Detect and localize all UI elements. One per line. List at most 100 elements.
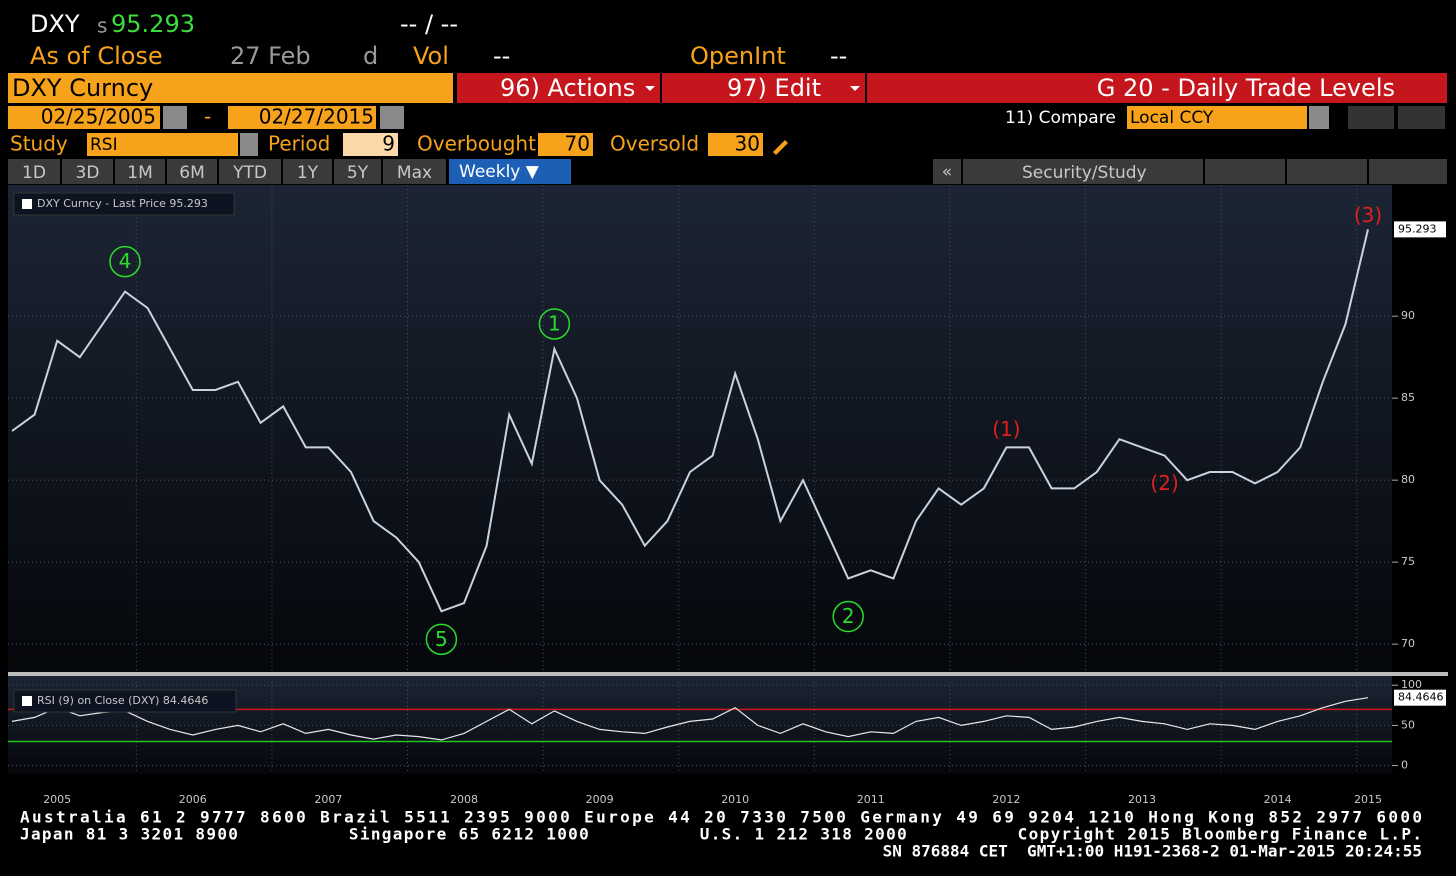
range-tab[interactable] bbox=[283, 159, 332, 184]
actions-button[interactable] bbox=[457, 73, 660, 103]
compare-box[interactable] bbox=[1127, 106, 1307, 129]
range-tab[interactable] bbox=[334, 159, 381, 184]
annotation: 1 bbox=[548, 311, 561, 335]
annotation: 5 bbox=[435, 627, 448, 651]
y-tick-label: 0 bbox=[1401, 759, 1408, 772]
calendar-icon[interactable] bbox=[380, 106, 404, 129]
legend-label: DXY Curncy - Last Price 95.293 bbox=[37, 197, 208, 210]
x-tick-label: 2006 bbox=[179, 793, 207, 806]
legend-swatch bbox=[22, 199, 32, 209]
edit: 97) Edit bbox=[727, 74, 821, 102]
redo-button[interactable] bbox=[1398, 106, 1445, 129]
compare-label: 11) Compare bbox=[1005, 108, 1116, 128]
last-value: 95.293 bbox=[1398, 222, 1437, 235]
settings-button[interactable] bbox=[1369, 159, 1447, 184]
dropdown-button[interactable] bbox=[240, 133, 258, 156]
date-sep: - bbox=[204, 105, 211, 129]
undo-button[interactable] bbox=[1348, 106, 1394, 129]
openint-label: OpenInt bbox=[690, 42, 786, 70]
study-box[interactable] bbox=[87, 133, 238, 156]
actions: 96) Actions bbox=[500, 74, 635, 102]
oversold-label: Oversold bbox=[610, 132, 699, 156]
price-prefix: s bbox=[97, 14, 107, 38]
ticker: DXY bbox=[30, 10, 80, 38]
legend-box bbox=[13, 192, 235, 216]
end-date: 02/27/2015 bbox=[259, 105, 374, 129]
vol: -- bbox=[493, 42, 510, 70]
security: DXY Curncy bbox=[12, 74, 153, 102]
range-label: YTD bbox=[232, 163, 267, 183]
charts: 70 75 80 85 90 95.293 DXY Curncy - Last Price … bbox=[8, 185, 1446, 806]
overbought-box[interactable] bbox=[538, 133, 593, 156]
price-line bbox=[11, 229, 1369, 613]
pencil-icon[interactable] bbox=[773, 140, 788, 155]
range-label: 5Y bbox=[347, 163, 369, 183]
last-value-tag bbox=[1394, 689, 1446, 706]
footer-line: Japan 81 3 3201 8900 Singapore 65 6212 1… bbox=[20, 825, 1422, 844]
range-tab[interactable] bbox=[8, 159, 60, 184]
oversold-box[interactable] bbox=[708, 133, 763, 156]
range-label: 1M bbox=[127, 163, 152, 183]
period-label: Period bbox=[268, 132, 330, 156]
range-tab[interactable] bbox=[219, 159, 281, 184]
annotation-circle bbox=[425, 623, 458, 656]
x-tick-label: 2015 bbox=[1354, 793, 1382, 806]
range-label: 1D bbox=[22, 163, 46, 183]
change: -- / -- bbox=[400, 10, 458, 38]
date: 27 Feb bbox=[230, 42, 311, 70]
weekly-tab[interactable] bbox=[449, 159, 571, 184]
range-tab[interactable] bbox=[383, 159, 446, 184]
active-range: Weekly ▼ bbox=[459, 162, 540, 182]
range-tab[interactable] bbox=[62, 159, 113, 184]
last-value-tag bbox=[1394, 221, 1446, 238]
end-date-box[interactable] bbox=[228, 106, 376, 129]
edit-button[interactable] bbox=[662, 73, 865, 103]
dropdown-button[interactable] bbox=[1309, 106, 1329, 129]
panel: Security/Study bbox=[1022, 163, 1147, 183]
study: RSI bbox=[90, 135, 118, 155]
price-line bbox=[11, 697, 1369, 741]
flag-button[interactable] bbox=[1205, 159, 1285, 184]
annotation: (3) bbox=[1354, 203, 1382, 227]
security-box[interactable] bbox=[8, 73, 453, 103]
range-tab[interactable] bbox=[167, 159, 217, 184]
range-label: 1Y bbox=[297, 163, 319, 183]
calendar-icon[interactable] bbox=[163, 106, 187, 129]
price-panel bbox=[8, 185, 1392, 672]
compare: Local CCY bbox=[1130, 108, 1214, 128]
x-tick-label: 2009 bbox=[586, 793, 614, 806]
footer-line: SN 876884 CET GMT+1:00 H191-2368-2 01-Ma… bbox=[883, 842, 1422, 861]
y-tick-label: 100 bbox=[1401, 678, 1422, 691]
y-tick-label: 50 bbox=[1401, 718, 1415, 731]
annotation: (1) bbox=[992, 417, 1020, 441]
range-label: 6M bbox=[179, 163, 204, 183]
annotation-circle bbox=[109, 245, 141, 278]
page-title: G 20 - Daily Trade Levels bbox=[1097, 74, 1395, 102]
vol-label: Vol bbox=[413, 42, 449, 70]
y-tick-label: 70 bbox=[1401, 637, 1415, 650]
footer-line: Australia 61 2 9777 8600 Brazil 5511 239… bbox=[20, 808, 1422, 827]
as-of: As of Close bbox=[30, 42, 163, 70]
draw-button[interactable] bbox=[1287, 159, 1367, 184]
y-tick-label: 90 bbox=[1401, 309, 1415, 322]
x-tick-label: 2011 bbox=[857, 793, 885, 806]
period: 9 bbox=[382, 132, 395, 156]
x-tick-label: 2005 bbox=[43, 793, 71, 806]
period-box[interactable] bbox=[343, 133, 398, 156]
title-bar bbox=[867, 73, 1447, 103]
y-tick-label: 85 bbox=[1401, 391, 1415, 404]
x-tick-label: 2014 bbox=[1264, 793, 1292, 806]
start-date-box[interactable] bbox=[8, 106, 160, 129]
collapse-button[interactable] bbox=[933, 159, 961, 184]
last-value: 84.4646 bbox=[1398, 691, 1444, 704]
range-tab[interactable] bbox=[115, 159, 165, 184]
legend-label: RSI (9) on Close (DXY) 84.4646 bbox=[37, 694, 208, 707]
annotation: (2) bbox=[1150, 471, 1178, 495]
x-tick-label: 2013 bbox=[1128, 793, 1156, 806]
x-tick-label: 2010 bbox=[721, 793, 749, 806]
oversold: 30 bbox=[735, 132, 760, 156]
y-tick-label: 80 bbox=[1401, 473, 1415, 486]
dropdown-icon bbox=[645, 86, 655, 91]
security-study-button[interactable] bbox=[963, 159, 1203, 184]
overbought-label: Overbought bbox=[417, 132, 536, 156]
